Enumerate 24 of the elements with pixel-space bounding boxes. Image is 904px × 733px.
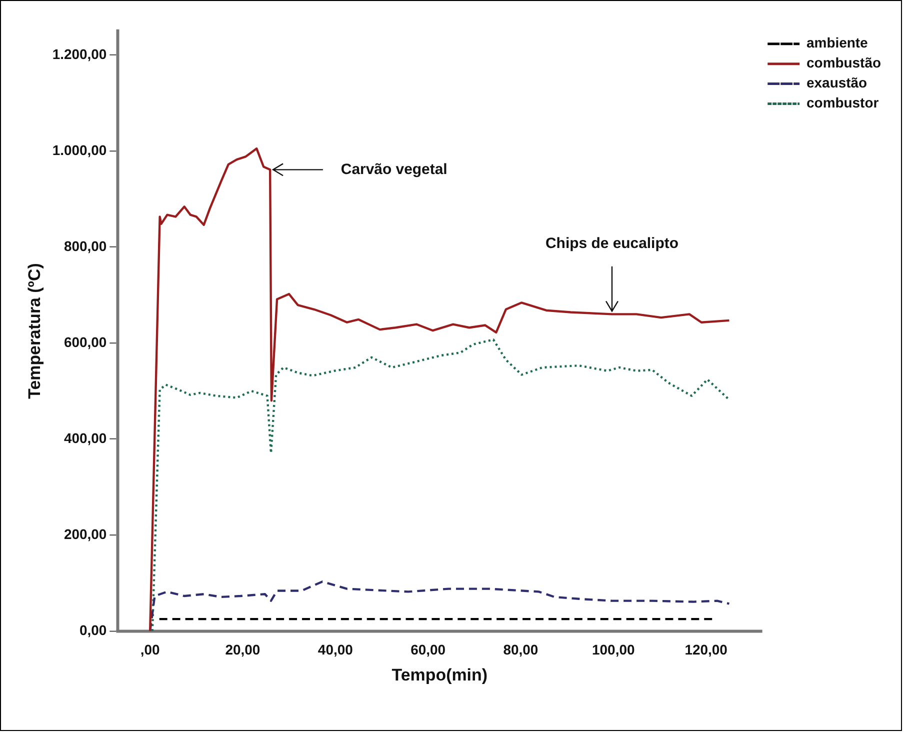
annotation: Chips de eucalipto bbox=[546, 235, 678, 252]
x-tick-label: 40,00 bbox=[318, 641, 354, 658]
x-tick-label: 20,00 bbox=[225, 641, 260, 658]
y-axis-title: Temperatura (ºC) bbox=[24, 263, 44, 399]
x-tick-label: ,00 bbox=[140, 641, 160, 658]
legend-label: ambiente bbox=[806, 34, 868, 51]
x-tick-label: 60,00 bbox=[410, 641, 446, 658]
x-tick-label: 100,00 bbox=[592, 641, 635, 658]
line-series bbox=[148, 580, 730, 632]
line-series bbox=[151, 338, 730, 632]
x-tick-label: 80,00 bbox=[503, 641, 538, 658]
legend-label: combustor bbox=[806, 94, 880, 111]
y-tick-label: 800,00 bbox=[64, 238, 107, 254]
x-axis-title: Tempo(min) bbox=[392, 666, 488, 685]
y-tick-label: 0,00 bbox=[79, 622, 107, 638]
y-tick-label: 200,00 bbox=[64, 526, 107, 542]
y-tick-label: 400,00 bbox=[64, 430, 107, 446]
y-tick-label: 1.200,00 bbox=[52, 46, 107, 62]
y-tick-label: 600,00 bbox=[64, 334, 107, 350]
y-tick-label: 1.000,00 bbox=[52, 142, 107, 158]
x-tick-label: 120,00 bbox=[684, 641, 728, 658]
annotation: Carvão vegetal bbox=[340, 160, 448, 178]
legend-label: exaustão bbox=[806, 74, 868, 91]
legend-label: combustão bbox=[806, 54, 881, 71]
